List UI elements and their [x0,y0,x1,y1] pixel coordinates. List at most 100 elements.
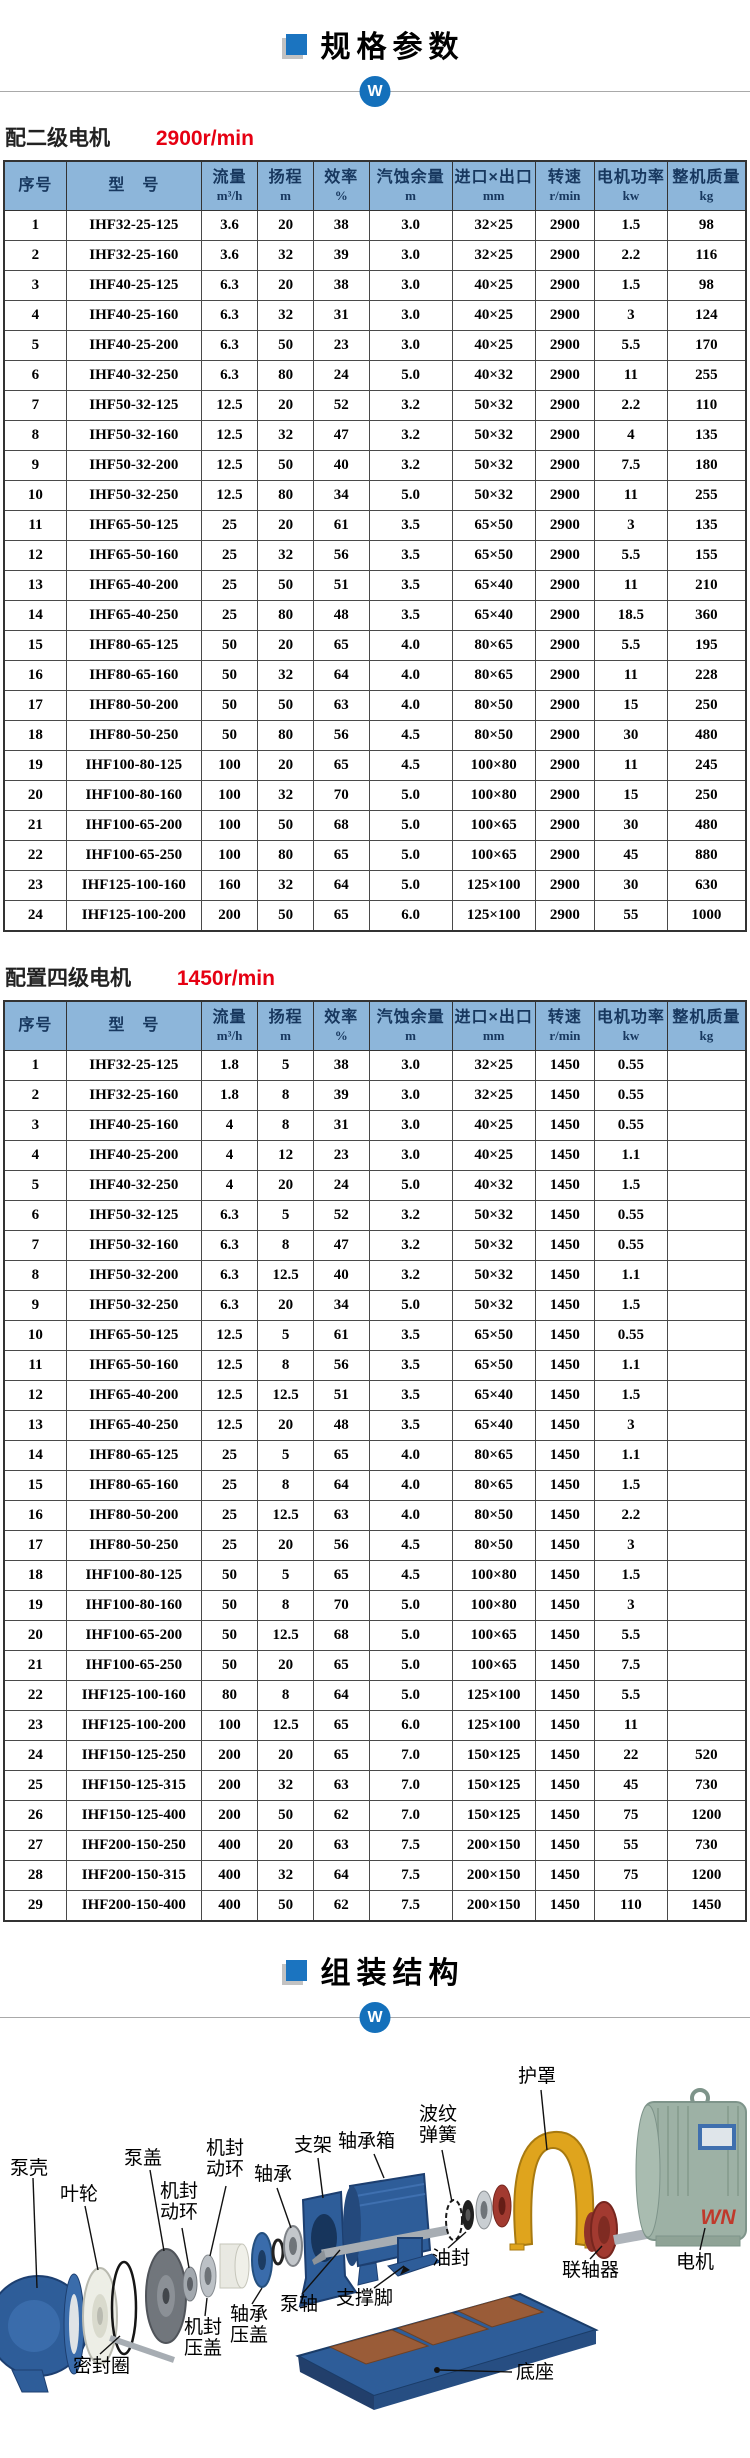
col-flow: 200 [200,1770,259,1801]
column-header: 整机质量 kg [666,160,747,211]
col-weight [666,1470,747,1501]
col-index: 28 [3,1860,67,1891]
table-row: 1 IHF32-25-125 3.6 20 38 3.0 32×25 2900 1.5 98 [3,210,747,241]
col-head: 20 [257,1830,314,1861]
col-power: 11 [594,570,668,601]
col-head: 5 [257,1200,314,1231]
col-flow: 25 [200,1530,259,1561]
col-efficiency: 40 [312,1260,370,1291]
column-header-unit: m [405,1028,416,1044]
col-head: 8 [257,1080,314,1111]
col-flow: 50 [200,720,259,751]
col-power: 11 [594,480,668,511]
col-power: 0.55 [594,1320,668,1351]
col-weight [666,1530,747,1561]
col-npsh: 3.5 [368,1410,453,1441]
column-header: 电机功率 kw [594,1000,668,1051]
col-model: IHF100-80-160 [65,1590,202,1621]
col-inlet-outlet: 100×65 [451,1620,536,1651]
col-flow: 100 [200,1710,259,1741]
col-speed: 2900 [534,480,596,511]
col-efficiency: 34 [312,1290,370,1321]
section-divider: W [0,76,750,108]
col-head: 50 [257,810,314,841]
col-head: 50 [257,900,314,932]
col-weight: 245 [666,750,747,781]
label-seal-ring: 密封圈 [73,2356,131,2377]
table-row: 2 IHF32-25-160 3.6 32 39 3.0 32×25 2900 2.2 116 [3,240,747,271]
col-index: 8 [3,1260,67,1291]
col-model: IHF50-32-160 [65,1230,202,1261]
column-header: 转速 r/min [534,1000,596,1051]
col-efficiency: 56 [312,720,370,751]
col-model: IHF80-50-200 [65,1500,202,1531]
label-base: 底座 [516,2362,555,2383]
col-power: 22 [594,1740,668,1771]
col-index: 5 [3,330,67,361]
col-efficiency: 63 [312,1500,370,1531]
col-weight: 110 [666,390,747,421]
col-flow: 400 [200,1830,259,1861]
col-flow: 100 [200,780,259,811]
col-inlet-outlet: 65×50 [451,510,536,541]
col-index: 29 [3,1890,67,1922]
column-header: 汽蚀余量 m [368,1000,453,1051]
spec-table-2900: 序号型 号流量 m³/h 扬程 m 效率% 汽蚀余量 m 进口×出口 mm 转速 r/min 电机功率… [3,160,747,932]
col-model: IHF32-25-160 [65,240,202,271]
col-index: 25 [3,1770,67,1801]
header-row: 序号型 号流量 m³/h 扬程 m 效率% 汽蚀余量 m 进口×出口 mm 转速 r/min 电机功率… [3,1000,747,1051]
col-efficiency: 38 [312,1050,370,1081]
col-speed: 1450 [534,1560,596,1591]
col-inlet-outlet: 200×150 [451,1830,536,1861]
col-power: 1.5 [594,210,668,241]
col-efficiency: 39 [312,1080,370,1111]
column-header-unit: m³/h [216,188,243,204]
col-weight: 98 [666,270,747,301]
col-weight: 98 [666,210,747,241]
col-power: 3 [594,510,668,541]
col-inlet-outlet: 100×80 [451,750,536,781]
label-support-foot: 支撑脚 [336,2288,394,2309]
motor-brand-text: WN [701,2206,737,2229]
col-speed: 2900 [534,210,596,241]
col-npsh: 3.0 [368,300,453,331]
col-index: 3 [3,1110,67,1141]
table-row: 3 IHF40-25-160 4 8 31 3.0 40×25 1450 0.55 [3,1110,747,1141]
table-row: 28 IHF200-150-315 400 32 64 7.5 200×150 1450 75 1… [3,1860,747,1891]
table-row: 15 IHF80-65-160 25 8 64 4.0 80×65 1450 1.5 [3,1470,747,1501]
col-power: 2.2 [594,390,668,421]
table-row: 21 IHF100-65-250 50 20 65 5.0 100×65 1450 7.5 [3,1650,747,1681]
col-head: 20 [257,270,314,301]
col-inlet-outlet: 125×100 [451,870,536,901]
column-header-label: 流量 [212,1009,247,1027]
col-head: 20 [257,1740,314,1771]
table-row: 23 IHF125-100-160 160 32 64 5.0 125×100 2900 30 6… [3,870,747,901]
col-inlet-outlet: 65×40 [451,570,536,601]
col-flow: 25 [200,540,259,571]
col-flow: 50 [200,660,259,691]
col-index: 21 [3,810,67,841]
col-weight: 880 [666,840,747,871]
col-flow: 12.5 [200,1350,259,1381]
spec-section-title: 规格参数 [0,0,750,66]
table-row: 13 IHF65-40-250 12.5 20 48 3.5 65×40 1450 3 [3,1410,747,1441]
column-header-unit: m [280,188,291,204]
col-head: 20 [257,390,314,421]
col-efficiency: 68 [312,810,370,841]
col-inlet-outlet: 40×25 [451,330,536,361]
col-model: IHF80-50-250 [65,720,202,751]
col-flow: 100 [200,840,259,871]
col-power: 5.5 [594,540,668,571]
col-power: 11 [594,1710,668,1741]
col-efficiency: 65 [312,1560,370,1591]
col-index: 8 [3,420,67,451]
col-efficiency: 23 [312,1140,370,1171]
col-weight [666,1320,747,1351]
col-power: 1.5 [594,1560,668,1591]
col-weight: 520 [666,1740,747,1771]
col-head: 20 [257,510,314,541]
col-head: 20 [257,1290,314,1321]
col-head: 50 [257,690,314,721]
col-efficiency: 38 [312,270,370,301]
col-npsh: 4.0 [368,1470,453,1501]
